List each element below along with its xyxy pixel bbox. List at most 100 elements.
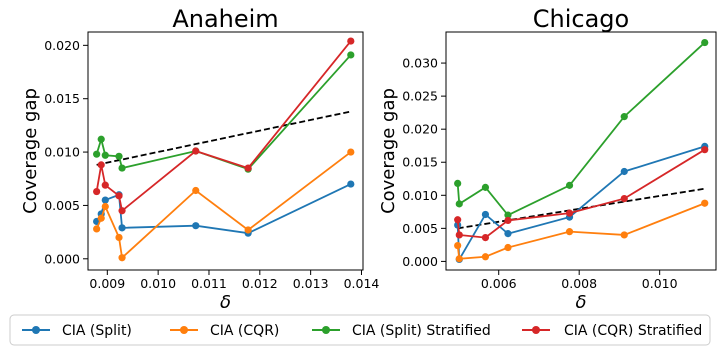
x-axis-label: δ (575, 292, 586, 313)
legend-item-cia-split-stratified: CIA (Split) Stratified (312, 323, 491, 339)
data-point (620, 113, 628, 121)
legend-item-cia-split: CIA (Split) (22, 323, 132, 339)
legend-frame (9, 314, 711, 346)
data-point (481, 253, 490, 261)
series-line (95, 40, 352, 213)
series-cia-split-stratified (93, 51, 355, 173)
legend-label: CIA (CQR) Stratified (564, 323, 702, 339)
data-point (192, 186, 200, 195)
data-point (118, 207, 126, 215)
data-point (101, 181, 109, 189)
series-cia-cqr (454, 199, 709, 263)
x-tick-label: 0.010 (140, 276, 176, 291)
legend-marker (32, 326, 40, 334)
data-point (97, 214, 105, 222)
data-point (93, 225, 101, 233)
data-point (93, 150, 101, 158)
y-tick-label: 0.005 (44, 198, 80, 213)
data-point (455, 255, 463, 263)
series-line (95, 54, 352, 171)
data-point (118, 164, 126, 172)
legend-marker (322, 326, 330, 334)
data-point (93, 187, 101, 196)
data-point (97, 135, 105, 143)
chart-title: Anaheim (172, 5, 278, 33)
series-cia-split (93, 180, 355, 237)
data-point (455, 200, 463, 208)
x-tick-label: 0.011 (191, 276, 227, 291)
data-point (101, 151, 109, 159)
data-point (347, 148, 355, 156)
data-point (244, 164, 252, 172)
data-point (565, 228, 574, 236)
series-line (456, 41, 706, 217)
chart-title: Chicago (533, 5, 629, 33)
data-point (504, 230, 512, 238)
x-tick-label: 0.008 (561, 276, 597, 291)
data-point (115, 192, 123, 200)
data-point (192, 222, 200, 230)
y-axis-label: Coverage gap (20, 88, 41, 214)
data-point (454, 241, 462, 250)
data-point (701, 146, 709, 154)
y-tick-label: 0.000 (44, 251, 80, 266)
y-tick-label: 0.015 (44, 91, 80, 106)
data-point (455, 231, 463, 239)
series-cia-split-stratified (454, 38, 709, 219)
data-point (481, 234, 490, 242)
trend-line (457, 187, 705, 230)
y-tick-label: 0.020 (44, 38, 80, 53)
data-point (115, 152, 123, 160)
data-point (347, 51, 355, 59)
series-line (456, 145, 705, 263)
trend-line (96, 110, 351, 166)
y-tick-label: 0.015 (402, 155, 438, 170)
data-point (118, 254, 126, 262)
data-point (244, 226, 252, 234)
chart-anaheim: Anaheim 0.009 0.010 0.011 0.012 0.013 0.014 0.0… (20, 5, 379, 313)
legend-label: CIA (CQR) (210, 323, 279, 339)
data-point (454, 216, 462, 224)
data-point (192, 147, 200, 155)
legend-label: CIA (Split) Stratified (352, 323, 491, 339)
y-tick-label: 0.010 (402, 188, 438, 203)
series-line (456, 148, 706, 239)
data-point (701, 38, 709, 47)
plot-frame (87, 31, 364, 271)
series-line (95, 183, 352, 235)
data-point (504, 216, 512, 225)
data-point (481, 183, 490, 191)
data-point (565, 181, 574, 189)
y-tick-label: 0.020 (402, 122, 438, 137)
x-tick-label: 0.006 (481, 276, 517, 291)
series-cia-split (454, 142, 709, 264)
series-cia-cqr (93, 148, 355, 262)
y-tick-label: 0.000 (402, 254, 438, 269)
plot-frame (445, 31, 717, 271)
x-tick-label: 0.010 (642, 276, 678, 291)
y-tick-label: 0.010 (44, 145, 80, 160)
data-point (504, 243, 512, 252)
data-point (115, 233, 123, 242)
y-tick-label: 0.030 (402, 56, 438, 71)
data-point (565, 209, 574, 217)
data-point (101, 202, 109, 211)
legend-marker (180, 326, 188, 334)
chart-chicago: Chicago 0.006 0.008 0.010 0.000 0.005 0.010 0.0… (378, 5, 717, 313)
data-point (620, 195, 628, 203)
data-point (347, 180, 355, 188)
data-point (101, 196, 109, 204)
data-point (701, 199, 709, 207)
data-point (620, 231, 628, 239)
data-point (347, 37, 355, 45)
legend-item-cia-cqr-stratified: CIA (CQR) Stratified (522, 323, 702, 339)
series-cia-cqr-stratified (93, 37, 355, 215)
x-tick-label: 0.013 (293, 276, 329, 291)
x-axis-label: δ (220, 292, 231, 313)
legend-label: CIA (Split) (62, 323, 132, 339)
data-point (454, 179, 462, 187)
legend-item-cia-cqr: CIA (CQR) (170, 323, 279, 339)
legend-marker (532, 326, 540, 334)
data-point (97, 161, 105, 169)
